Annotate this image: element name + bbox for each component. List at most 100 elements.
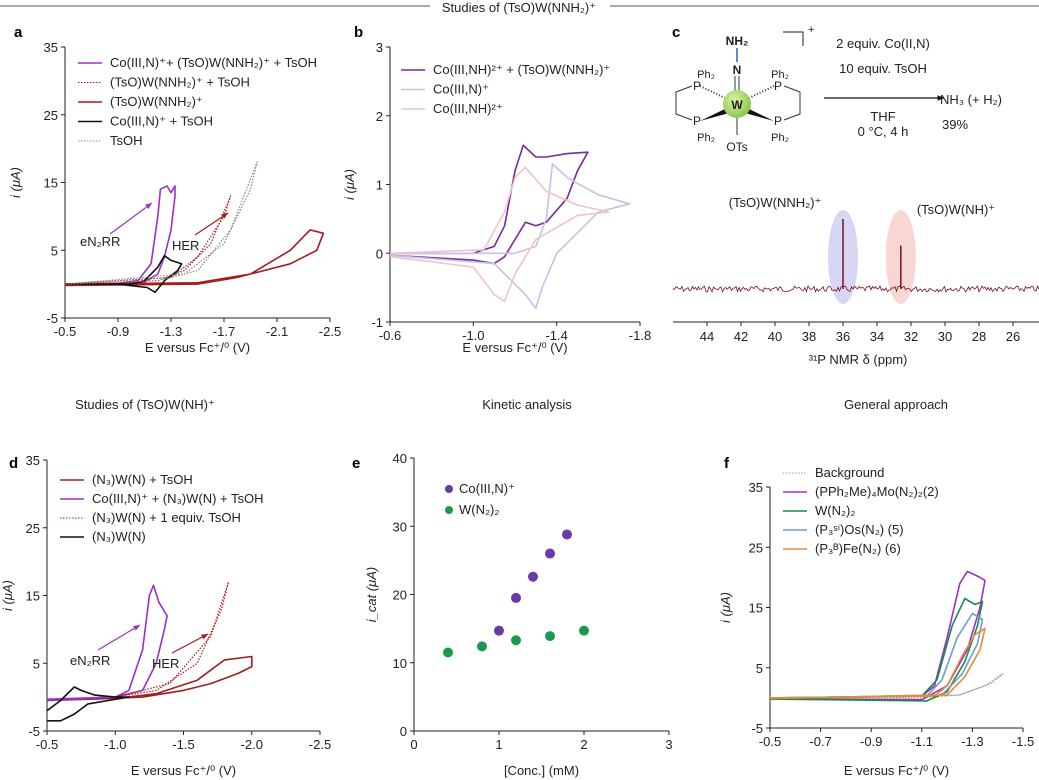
x-tick-label: -1.3: [961, 734, 983, 749]
panel-label-b: b: [354, 24, 363, 41]
x-tick-label: -1.0: [462, 328, 484, 343]
x-tick-label: -1.7: [213, 324, 235, 339]
data-point: [545, 548, 555, 559]
legend-label: (PPh₂Me)₄Mo(N₂)₂(2): [815, 484, 939, 499]
series-n-w-n-tsoh: [46, 655, 253, 702]
section-title-general: General approach: [844, 397, 948, 412]
y-tick-label: 10: [393, 656, 407, 671]
y-tick-label: 0: [400, 724, 407, 739]
x-tick-label: 42: [734, 329, 748, 344]
series-p-fe-n-6: [769, 627, 986, 700]
legend-label: Co(III,NH)²⁺ + (TsO)W(NNH₂)⁺: [433, 62, 610, 77]
x-tick-label: -2.1: [266, 324, 288, 339]
x-tick-label: 0: [410, 737, 417, 752]
arrow-her-a: [194, 212, 229, 236]
wedge-bond: [745, 108, 774, 121]
y-axis-label: i (μA): [718, 592, 733, 623]
panel-label-f: f: [724, 455, 730, 472]
arrow-en2rr-a: [109, 202, 153, 235]
y-axis-label: i (μA): [0, 580, 15, 611]
ph2-label: Ph₂: [771, 69, 789, 81]
y-axis-label: i (μA): [342, 169, 357, 200]
data-point: [494, 625, 504, 636]
chart-c: (TsO)W(NNH₂)⁺ (TsO)W(NH)⁺ 44 42 40 38 36 34 32 30…: [672, 195, 1039, 367]
data-point: [511, 635, 521, 646]
series-co-iii-n-tso-w-nnh-tsoh: [64, 185, 176, 286]
header-title: Studies of (TsO)W(NNH₂)⁺: [442, 0, 596, 15]
x-tick-label: -0.5: [54, 324, 76, 339]
x-tick-label: -0.9: [860, 734, 882, 749]
data-point: [528, 571, 538, 582]
legend-label: (P₃ˢⁱ)Os(N₂) (5): [815, 522, 904, 537]
y-tick-label: 30: [393, 519, 407, 534]
panel-label-e: e: [352, 455, 360, 472]
data-point: [443, 647, 453, 658]
legend-marker: [445, 485, 453, 493]
x-tick-label: -2.0: [241, 737, 263, 752]
arrow-her-a-head: [221, 213, 228, 219]
nh2-label: NH₂: [726, 34, 749, 48]
x-axis-label: E versus Fc⁺/⁰ (V): [462, 340, 567, 355]
y-tick-label: -5: [28, 724, 40, 739]
legend-label: (TsO)W(NNH₂)⁺ + TsOH: [110, 75, 250, 90]
y-axis-label: i (μA): [8, 167, 23, 198]
reaction-arrow-head: [937, 95, 944, 101]
chart-a: -0.5 -0.9 -1.3 -1.7 -2.1 -2.5 -5 5 15 25 35 E versu…: [8, 40, 341, 355]
y-tick-label: 35: [26, 453, 40, 468]
annotation-en2rr: eN₂RR: [70, 653, 110, 668]
x-tick-label: -0.6: [379, 328, 401, 343]
arrow-en2rr-d-head: [133, 625, 140, 631]
y-tick-label: -1: [371, 315, 383, 330]
legend-label: Co(III,N)⁺ + (N₃)W(N) + TsOH: [92, 491, 264, 506]
legend-label: Co(III,N)⁺: [459, 481, 515, 496]
hashed-bond: [699, 85, 728, 100]
hashed-bond: [746, 85, 775, 100]
series-co-iii-n-n-w-n-tsoh: [46, 584, 168, 702]
x-tick-label: -2.5: [319, 324, 341, 339]
x-axis-label: E versus Fc⁺/⁰ (V): [131, 763, 236, 778]
y-tick-label: 5: [51, 243, 58, 258]
y-tick-label: 2: [376, 109, 383, 124]
chart-b: -0.6 -1.0 -1.4 -1.8 -1 0 1 2 3 E versus Fc⁺/⁰ (V)…: [342, 40, 651, 355]
series-co-iii-nh-tso-w-nnh: [389, 144, 589, 265]
y-tick-label: 3: [376, 40, 383, 55]
arrow-en2rr-a-head: [145, 203, 152, 210]
legend-label: Co(III,NH)²⁺: [433, 101, 503, 116]
series-tso-w-nnh: [64, 229, 325, 287]
legend-label: TsOH: [110, 133, 143, 148]
series-pph-me-mo-n-2: [769, 570, 986, 701]
data-point: [579, 625, 589, 636]
ph2-label: Ph₂: [697, 69, 715, 81]
y-tick-label: 35: [44, 40, 58, 55]
y-tick-label: 25: [26, 521, 40, 536]
reagent-2: 10 equiv. TsOH: [839, 61, 927, 76]
product: NH₃ (+ H₂): [940, 92, 1002, 107]
p-label: P: [774, 114, 782, 128]
x-tick-label: -1.4: [545, 328, 567, 343]
y-tick-label: 15: [749, 601, 763, 616]
x-tick-label: -1.8: [629, 328, 651, 343]
series-n-w-n-1-equiv-tsoh: [115, 581, 230, 698]
y-tick-label: -5: [751, 721, 763, 736]
x-tick-label: 36: [836, 329, 850, 344]
x-tick-label: -1.5: [1012, 734, 1034, 749]
x-tick-label: 44: [700, 329, 714, 344]
y-tick-label: 20: [393, 588, 407, 603]
reagent-1: 2 equiv. Co(II,N): [836, 36, 930, 51]
y-tick-label: 5: [756, 661, 763, 676]
n-label: N: [733, 63, 742, 77]
panel-label-a: a: [14, 24, 23, 41]
x-tick-label: 40: [768, 329, 782, 344]
x-tick-label: -0.5: [759, 734, 781, 749]
y-tick-label: 1: [376, 178, 383, 193]
series-background: [769, 673, 1004, 701]
p-label: P: [693, 114, 701, 128]
annotation-en2rr: eN₂RR: [80, 234, 120, 249]
data-point: [477, 641, 487, 652]
legend-label: W(N₂)₂: [815, 503, 855, 518]
series-p-os-n-5: [769, 612, 984, 700]
legend-label: (N₃)W(N) + TsOH: [92, 472, 193, 487]
y-axis-label: i_cat (μA): [364, 567, 379, 623]
y-tick-label: -5: [46, 311, 58, 326]
